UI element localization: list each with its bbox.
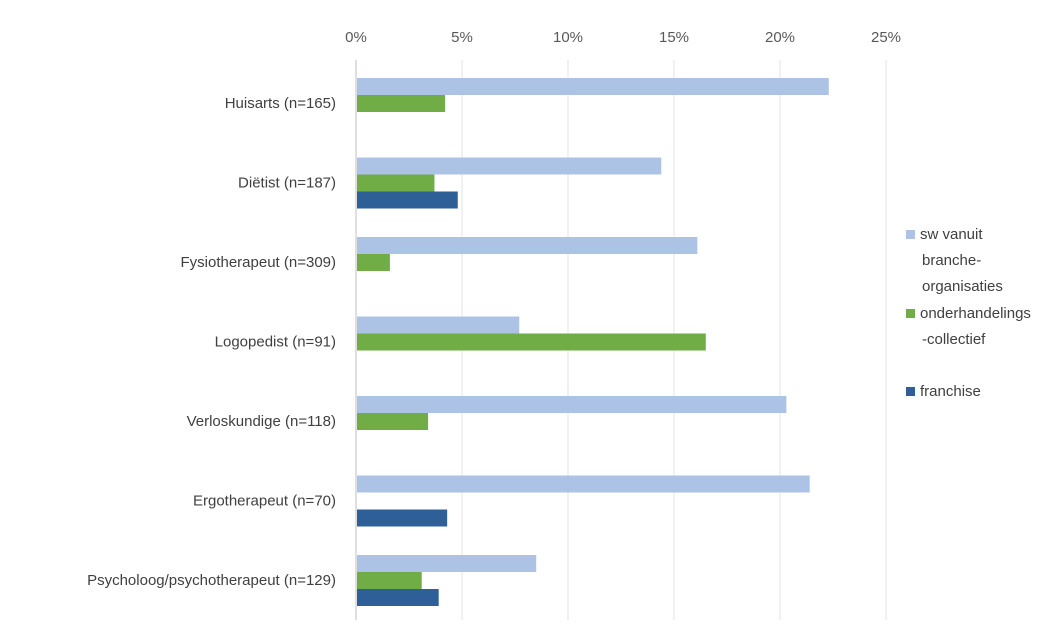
bar-onderhandelings-collectief bbox=[357, 174, 435, 192]
x-axis-tick-labels: 0% 5% 10% 15% 20% 25% bbox=[345, 29, 901, 46]
x-tick-label: 20% bbox=[765, 29, 795, 46]
bar-sw-vanuit-branche-organisaties bbox=[357, 316, 520, 334]
bar-sw-vanuit-branche-organisaties bbox=[357, 555, 537, 572]
category-label: Fysiotherapeut (n=309) bbox=[180, 254, 336, 271]
bar-franchise bbox=[357, 589, 439, 606]
bar-onderhandelings-collectief bbox=[357, 254, 390, 271]
x-tick-label: 15% bbox=[659, 29, 689, 46]
bar-onderhandelings-collectief bbox=[357, 95, 446, 112]
legend-swatch-sw-vanuit-branche-organisaties bbox=[906, 230, 915, 239]
bar-franchise bbox=[357, 191, 458, 209]
bar-sw-vanuit-branche-organisaties bbox=[357, 396, 787, 413]
legend-label-onderhandelings-collectief: onderhandelings -collectief bbox=[920, 305, 1031, 348]
x-tick-label: 0% bbox=[345, 29, 367, 46]
category-labels: Huisarts (n=165) Diëtist (n=187) Fysiother… bbox=[87, 95, 336, 589]
x-tick-label: 10% bbox=[553, 29, 583, 46]
legend-label-franchise: franchise bbox=[920, 383, 981, 400]
category-label: Logopedist (n=91) bbox=[215, 334, 336, 351]
legend: sw vanuit branche-organisaties onderhandel… bbox=[906, 226, 1031, 400]
bars bbox=[357, 78, 829, 606]
x-tick-label: 5% bbox=[451, 29, 473, 46]
bar-sw-vanuit-branche-organisaties bbox=[357, 475, 810, 493]
category-label: Ergotherapeut (n=70) bbox=[193, 493, 336, 510]
category-label: Diëtist (n=187) bbox=[238, 175, 336, 192]
category-label: Psycholoog/psychotherapeut (n=129) bbox=[87, 572, 336, 589]
legend-swatch-onderhandelings-collectief bbox=[906, 309, 915, 318]
bar-onderhandelings-collectief bbox=[357, 572, 422, 589]
legend-swatch-franchise bbox=[906, 387, 915, 396]
bar-sw-vanuit-branche-organisaties bbox=[357, 157, 662, 175]
category-label: Huisarts (n=165) bbox=[225, 95, 336, 112]
legend-label-sw-vanuit-branche-organisaties: sw vanuit branche-organisaties bbox=[920, 226, 1003, 295]
bar-sw-vanuit-branche-organisaties bbox=[357, 78, 829, 95]
bar-onderhandelings-collectief bbox=[357, 413, 429, 430]
bar-onderhandelings-collectief bbox=[357, 333, 706, 351]
bar-sw-vanuit-branche-organisaties bbox=[357, 237, 698, 254]
category-label: Verloskundige (n=118) bbox=[187, 413, 336, 430]
x-tick-label: 25% bbox=[871, 29, 901, 46]
bar-franchise bbox=[357, 509, 448, 527]
